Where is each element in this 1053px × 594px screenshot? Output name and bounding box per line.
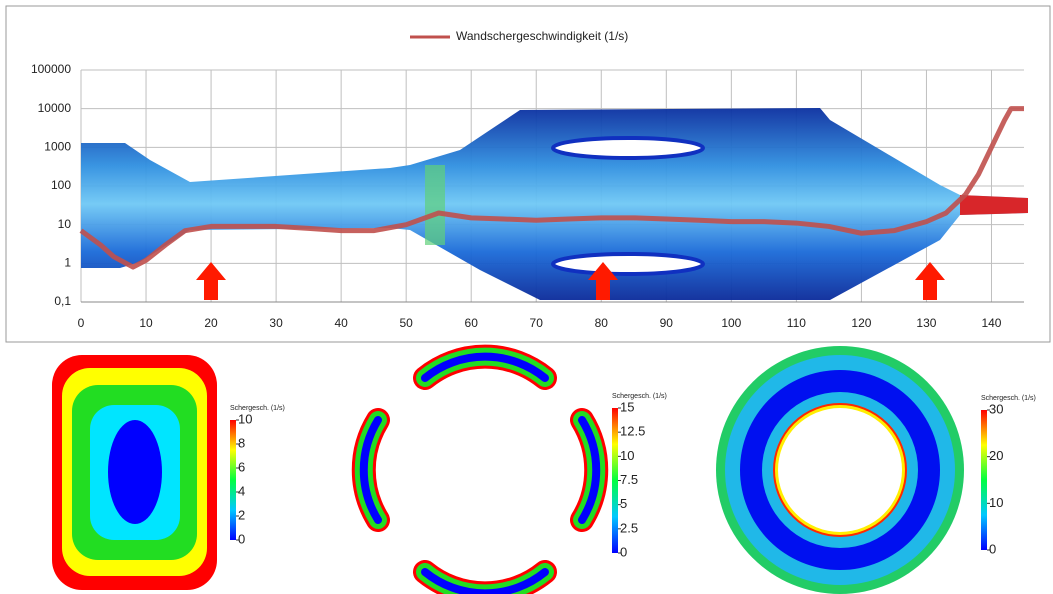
slot — [553, 138, 703, 158]
chart: Schergesch. (1/s)0246810Schergesch. (1/s… — [0, 0, 1053, 594]
x-tick-label: 90 — [660, 316, 674, 330]
colorbar-tick-label: 5 — [620, 496, 627, 511]
y-tick-label: 1 — [64, 256, 71, 270]
colorbar-tick-label: 6 — [238, 459, 245, 474]
y-tick-label: 100000 — [31, 62, 71, 76]
section-slots — [364, 357, 596, 594]
colorbar-tick-label: 10 — [989, 495, 1003, 510]
colorbar-tick-label: 7.5 — [620, 472, 638, 487]
x-tick-label: 10 — [139, 316, 153, 330]
hole — [778, 408, 902, 532]
section-ring — [716, 346, 964, 594]
slot — [553, 254, 703, 274]
x-tick-label: 110 — [787, 316, 806, 330]
colorbar-tick-label: 20 — [989, 448, 1003, 463]
colorbar-tick-label: 30 — [989, 401, 1003, 416]
colorbar-tick-label: 0 — [620, 544, 627, 559]
colorbar — [981, 410, 987, 550]
y-tick-label: 0,1 — [54, 294, 71, 308]
y-tick-label: 10 — [58, 217, 72, 231]
colorbar-tick-label: 12.5 — [620, 424, 645, 439]
colorbar-tick-label: 4 — [238, 483, 245, 498]
colorbar-tick-label: 0 — [989, 541, 996, 556]
x-tick-label: 140 — [981, 316, 1001, 330]
x-tick-label: 20 — [204, 316, 218, 330]
band — [108, 420, 162, 524]
colorbar — [230, 420, 236, 540]
x-tick-label: 0 — [78, 316, 85, 330]
legend-label: Wandschergeschwindigkeit (1/s) — [456, 29, 628, 43]
colorbar-tick-label: 15 — [620, 399, 634, 414]
y-tick-label: 100 — [51, 178, 71, 192]
y-tick-label: 1000 — [44, 140, 71, 154]
colorbar-tick-label: 8 — [238, 435, 245, 450]
x-tick-label: 70 — [530, 316, 544, 330]
x-tick-label: 40 — [334, 316, 348, 330]
outlet — [960, 195, 1028, 215]
colorbar-tick-label: 2 — [238, 507, 245, 522]
colorbar-tick-label: 0 — [238, 531, 245, 546]
x-tick-label: 30 — [269, 316, 283, 330]
x-tick-label: 50 — [399, 316, 413, 330]
colorbar — [612, 408, 618, 553]
x-tick-label: 60 — [465, 316, 479, 330]
x-tick-label: 130 — [916, 316, 936, 330]
x-tick-label: 80 — [595, 316, 609, 330]
colorbar-tick-label: 10 — [238, 411, 252, 426]
y-tick-label: 10000 — [38, 101, 72, 115]
colorbar-tick-label: 2.5 — [620, 520, 638, 535]
section-rect — [52, 355, 217, 590]
colorbar-tick-label: 10 — [620, 448, 634, 463]
transition-band — [425, 165, 445, 245]
x-tick-label: 120 — [851, 316, 871, 330]
x-tick-label: 100 — [721, 316, 741, 330]
